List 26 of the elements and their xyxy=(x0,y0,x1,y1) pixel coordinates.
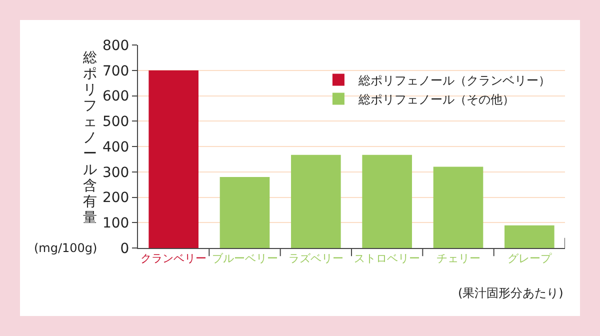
legend-label: 総ポリフェノール（クランベリー） xyxy=(357,73,550,88)
y-tick-label: 600 xyxy=(102,88,130,105)
bar xyxy=(504,225,554,248)
bar xyxy=(362,154,412,248)
bar xyxy=(220,176,270,248)
x-tick-label: ストロベリー xyxy=(354,252,420,266)
x-tick-label: グレープ xyxy=(507,252,552,266)
x-tick-label: チェリー xyxy=(436,252,480,266)
y-tick-label: 500 xyxy=(102,114,130,130)
text: 総ポリフェノール含有量 xyxy=(83,50,97,226)
y-tick-label: 300 xyxy=(102,164,130,181)
x-tick-label: クランベリー xyxy=(140,252,207,266)
text: (果汁固形分あたり) xyxy=(458,286,564,300)
text: (mg/100g) xyxy=(34,241,98,255)
y-tick-label: 200 xyxy=(102,190,130,206)
bar xyxy=(148,70,198,248)
y-tick-label: 100 xyxy=(102,216,130,232)
x-tick-label: ラズベリー xyxy=(288,252,344,266)
y-tick-label: 700 xyxy=(102,63,130,80)
y-tick-label: 800 xyxy=(102,38,130,54)
x-tick-label: ブルーベリー xyxy=(212,252,278,266)
y-tick-label: 0 xyxy=(120,240,130,257)
legend-label: 総ポリフェノール（その他） xyxy=(357,92,514,106)
bar xyxy=(433,166,484,248)
y-tick-label: 400 xyxy=(102,139,130,156)
bar xyxy=(291,154,341,248)
